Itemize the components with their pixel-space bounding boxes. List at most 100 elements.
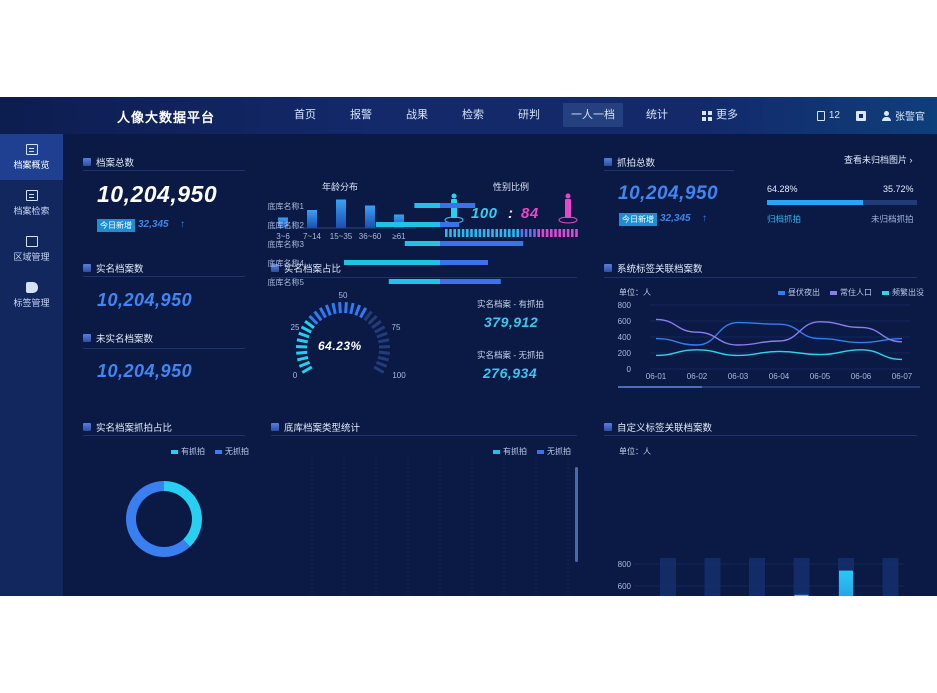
divider xyxy=(271,277,577,278)
capture-total-title: 抓拍总数 xyxy=(604,155,655,169)
ratio-segment xyxy=(558,229,561,237)
chart-scrollbar[interactable] xyxy=(575,467,578,562)
nav-more[interactable]: 更多 xyxy=(691,97,749,134)
bar-with-capture xyxy=(388,279,440,284)
y-tick-label: 600 xyxy=(618,317,632,326)
region-icon xyxy=(25,235,38,247)
ratio-segment xyxy=(503,229,507,237)
divider xyxy=(83,348,245,349)
capture-today-badge: 今日新增 xyxy=(619,213,657,226)
ratio-segment xyxy=(466,229,469,237)
gauge-tick xyxy=(338,302,342,314)
age-chart-title: 年龄分布 xyxy=(322,182,359,192)
gauge-tick xyxy=(375,360,388,368)
dashboard: 人像大数据平台 首页 报警 战果 检索 研判 一人一档 统计 更多 12 xyxy=(0,97,937,596)
task-count-button[interactable]: 12 xyxy=(816,110,840,121)
sidebar: 档案概览 档案检索 区域管理 标签管理 xyxy=(0,134,63,596)
today-new-value: 32,345 xyxy=(138,219,169,230)
gauge-tick xyxy=(295,344,308,349)
category-label: 底库名称4 xyxy=(268,258,305,268)
gauge-scale-label: 50 xyxy=(339,291,348,300)
gauge-tick xyxy=(298,360,311,368)
y-tick-label: 800 xyxy=(618,560,632,569)
real-total-value: 10,204,950 xyxy=(97,290,193,310)
sidebar-item-label: 档案检索 xyxy=(13,205,50,216)
gauge-tick xyxy=(354,304,362,316)
bar-without-capture xyxy=(440,260,488,265)
ratio-segment xyxy=(529,229,532,237)
series-line xyxy=(655,321,903,346)
capture-today-value: 32,345 xyxy=(660,213,691,224)
ratio-segment xyxy=(554,229,557,237)
ratio-segment xyxy=(545,229,549,237)
nav-analysis[interactable]: 研判 xyxy=(518,109,540,121)
gauge-tick xyxy=(371,320,382,329)
sidebar-item-archive-search[interactable]: 档案检索 xyxy=(0,180,63,226)
user-menu[interactable]: 张警官 xyxy=(882,108,925,123)
chart-scroll-thumb[interactable] xyxy=(618,386,702,388)
bar-background xyxy=(882,558,899,596)
ratio-segment xyxy=(487,229,490,237)
gauge-scale-label: 100 xyxy=(392,371,406,380)
gender-ratio-graphic xyxy=(444,193,578,237)
real-ratio-title: 实名档案占比 xyxy=(271,261,341,275)
notification-button[interactable] xyxy=(856,110,866,121)
real-total-title: 实名档案数 xyxy=(83,261,144,275)
nav-stats[interactable]: 统计 xyxy=(646,109,668,121)
unarchived-label: 未归档抓拍 xyxy=(871,214,914,224)
ratio-segment xyxy=(478,229,482,237)
y-tick-label: 0 xyxy=(627,365,632,374)
category-label: 底库名称1 xyxy=(268,201,305,211)
ratio-segment xyxy=(491,229,494,237)
sidebar-item-overview[interactable]: 档案概览 xyxy=(0,134,63,180)
bar-with-capture xyxy=(344,260,440,265)
bar-with-capture xyxy=(414,203,440,208)
gauge-tick xyxy=(376,331,388,339)
nav-alarm[interactable]: 报警 xyxy=(350,109,372,121)
nav-search[interactable]: 检索 xyxy=(462,109,484,121)
archive-search-icon xyxy=(25,189,38,201)
nav-person-archive[interactable]: 一人一档 xyxy=(563,103,623,127)
ratio-segment xyxy=(541,229,545,237)
bar-background xyxy=(704,558,721,596)
bar-without-capture xyxy=(440,222,460,227)
sidebar-item-tags[interactable]: 标签管理 xyxy=(0,272,63,318)
gauge-tick xyxy=(296,350,308,355)
tag-icon xyxy=(25,281,38,293)
age-tick-label: ≥61 xyxy=(392,232,406,241)
view-unarchived-link[interactable]: 查看未归档图片 › xyxy=(844,155,913,165)
x-tick-label: 06-04 xyxy=(769,372,790,381)
archive-overview-icon xyxy=(25,143,38,155)
ratio-segment xyxy=(516,229,519,237)
nav-home[interactable]: 首页 xyxy=(294,109,316,121)
brand-title: 人像大数据平台 xyxy=(117,110,216,125)
gauge-tick xyxy=(378,350,390,355)
ratio-segment xyxy=(537,229,540,237)
bar-with-capture xyxy=(404,241,440,246)
library-type-bar-chart: 400 300 200 100 0 100 200 300 400底库名称1底库名称2底库名称3… xyxy=(268,201,569,596)
male-figure-body xyxy=(451,199,457,218)
donut-legend: 有抓拍 无抓拍 xyxy=(171,446,249,457)
donut-slice xyxy=(125,481,191,557)
sidebar-item-label: 区域管理 xyxy=(13,251,50,262)
gauge-tick xyxy=(298,331,310,339)
ratio-segment xyxy=(457,229,461,237)
age-bar xyxy=(307,210,317,228)
gauge-tick xyxy=(324,304,332,316)
divider xyxy=(83,276,245,277)
gauge-scale-label: 0 xyxy=(293,371,298,380)
legend-with-capture: 有抓拍 xyxy=(493,446,527,457)
age-tick-label: 3~6 xyxy=(276,232,290,241)
ratio-segment xyxy=(445,229,448,237)
nav-more-label: 更多 xyxy=(716,109,738,121)
nav-results[interactable]: 战果 xyxy=(406,109,428,121)
y-tick-label: 600 xyxy=(618,582,632,591)
sidebar-item-region[interactable]: 区域管理 xyxy=(0,226,63,272)
gauge-tick xyxy=(359,307,368,319)
gender-title: 性别比例 xyxy=(493,182,530,192)
y-tick-label: 800 xyxy=(618,301,632,310)
y-tick-label: 400 xyxy=(618,333,632,342)
legend-without-capture: 无抓拍 xyxy=(537,446,571,457)
ratio-segment xyxy=(474,229,477,237)
